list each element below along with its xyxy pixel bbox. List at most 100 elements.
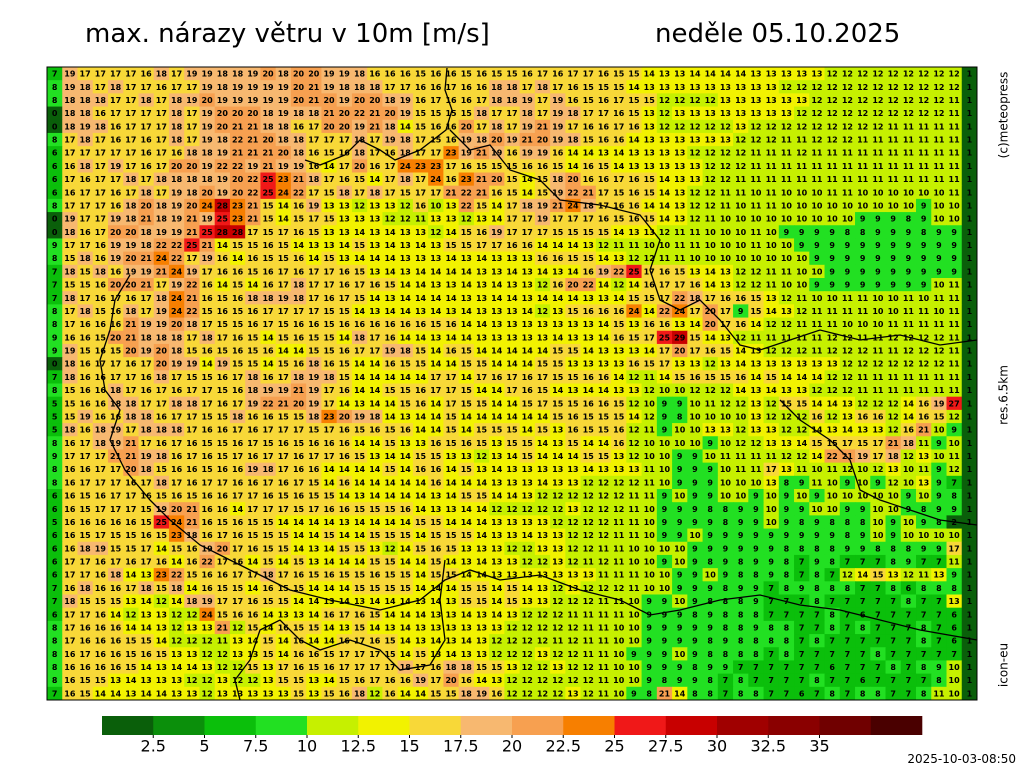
cell-value: 12	[522, 505, 533, 514]
cell-value: 7	[52, 70, 58, 79]
cell-value: 13	[644, 149, 655, 158]
cell-value: 13	[872, 426, 883, 435]
cell-value: 18	[491, 96, 503, 105]
cell-value: 15	[323, 254, 335, 263]
cell-value: 10	[842, 201, 854, 210]
cell-value: 16	[339, 281, 351, 290]
cell-value: 23	[461, 175, 472, 184]
cell-value: 9	[875, 478, 881, 487]
cell-value: 18	[217, 70, 229, 79]
cell-value: 13	[476, 333, 487, 342]
cell-value: 15	[384, 465, 396, 474]
cell-value: 13	[918, 478, 929, 487]
cell-value: 12	[628, 254, 639, 263]
cell-value: 12	[842, 136, 853, 145]
cell-value: 20	[293, 83, 305, 92]
cell-value: 24	[171, 267, 183, 276]
cell-value: 16	[430, 122, 442, 131]
cell-value: 15	[811, 439, 823, 448]
cell-value: 18	[141, 426, 153, 435]
cell-value: 14	[461, 505, 473, 514]
cell-value: 9	[707, 439, 713, 448]
cell	[580, 67, 597, 81]
cell-value: 11	[857, 386, 869, 395]
cell-value: 16	[247, 478, 259, 487]
cell-value: 14	[415, 267, 427, 276]
cell-value: 17	[110, 96, 121, 105]
cell-value: 12	[674, 96, 685, 105]
cell-value: 23	[445, 149, 456, 158]
cell-value: 19	[186, 70, 198, 79]
cell-value: 12	[842, 465, 853, 474]
cell-value: 17	[384, 188, 395, 197]
cell-value: 16	[64, 478, 76, 487]
cell-value: 27	[949, 399, 960, 408]
cell-value: 15	[400, 360, 412, 369]
cell-value: 21	[262, 162, 274, 171]
cell-value: 17	[537, 399, 548, 408]
cell-value: 9	[921, 241, 927, 250]
cell	[245, 93, 261, 108]
cell-value: 25	[186, 241, 198, 250]
cell-value: 13	[628, 149, 639, 158]
cell-value: 19	[552, 96, 564, 105]
cell-value: 12	[705, 188, 716, 197]
cell-value: 17	[156, 149, 167, 158]
cell-value: 17	[445, 373, 456, 382]
cell	[672, 93, 688, 108]
cell-value: 10	[888, 307, 900, 316]
cell-value: 14	[811, 452, 823, 461]
cell	[626, 67, 643, 81]
cell-value: 16	[217, 505, 229, 514]
cell-value: 10	[689, 426, 701, 435]
cell-value: 15	[80, 492, 92, 501]
cell-value: 17	[369, 333, 380, 342]
cell-value: 21	[247, 215, 259, 224]
cell-value: 20	[262, 70, 274, 79]
cell	[519, 67, 536, 81]
cell-value: 17	[141, 122, 152, 131]
cell-value: 19	[522, 96, 534, 105]
cell	[62, 80, 78, 94]
cell-value: 12	[872, 399, 883, 408]
cell-value: 9	[875, 254, 881, 263]
cell-value: 16	[247, 426, 259, 435]
cell	[473, 67, 490, 81]
cell-value: 16	[735, 294, 747, 303]
cell-value: 13	[644, 136, 655, 145]
cell-value: 9	[890, 215, 896, 224]
cell-value: 15	[293, 439, 305, 448]
cell	[504, 93, 521, 108]
cell-value: 16	[552, 149, 564, 158]
cell-value: 16	[232, 478, 244, 487]
cell-value: 11	[949, 149, 961, 158]
cell-value: 17	[598, 188, 609, 197]
cell-value: 21	[369, 122, 381, 131]
cell-value: 19	[262, 386, 274, 395]
cell-value: 17	[445, 399, 456, 408]
cell-value: 13	[339, 228, 350, 237]
cell-value: 20	[171, 505, 183, 514]
cell-value: 17	[125, 96, 136, 105]
cell-value: 15	[217, 294, 229, 303]
cell-value: 13	[888, 465, 899, 474]
cell-value: 14	[415, 333, 427, 342]
cell-value: 10	[720, 254, 732, 263]
cell-value: 18	[522, 109, 534, 118]
cell-value: 16	[415, 386, 427, 395]
cell-value: 12	[476, 452, 487, 461]
cell-value: 13	[781, 360, 792, 369]
cell-value: 14	[689, 70, 701, 79]
cell-value: 18	[64, 122, 76, 131]
cell-value: 10	[872, 320, 884, 329]
cell-value: 20	[141, 201, 153, 210]
cell-value: 18	[308, 412, 320, 421]
cell	[931, 80, 948, 94]
cell-value: 16	[156, 412, 168, 421]
cell-value: 9	[875, 241, 881, 250]
cell-value: 11	[644, 492, 656, 501]
cell-value: 1	[967, 294, 973, 303]
cell-value: 11	[415, 215, 427, 224]
cell-value: 13	[811, 360, 822, 369]
cell	[351, 67, 368, 81]
